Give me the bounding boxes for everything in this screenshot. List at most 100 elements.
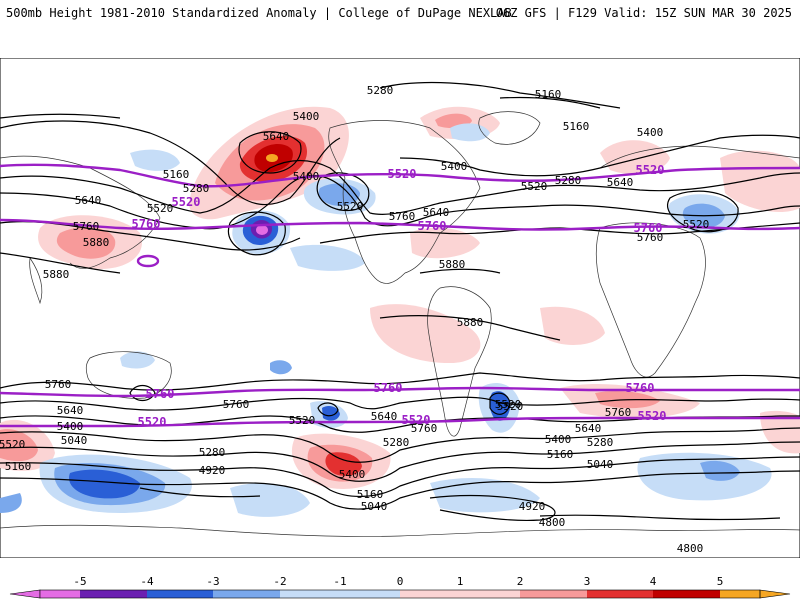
south-indian-strong: [0, 429, 38, 462]
highlight-contour-label: 5520: [388, 167, 417, 181]
contour-label: 5640: [263, 130, 290, 143]
contour-label: 5640: [607, 176, 634, 189]
contour-label: 5160: [563, 120, 590, 133]
contour-5160-south: [0, 456, 800, 497]
contour-4800-south: [539, 514, 781, 521]
colorbar-tick-label: -2: [273, 575, 286, 588]
contour-label: 5760: [637, 231, 664, 244]
colorbar-seg-p1: [400, 590, 520, 598]
contour-label: 5760: [73, 220, 100, 233]
contour-label: 5160: [357, 488, 384, 501]
contour-label: 4920: [519, 500, 546, 513]
colorbar-cap-right: [759, 589, 791, 599]
contour-label: 5520: [289, 414, 316, 427]
tropical-pacific-negative: [290, 244, 365, 271]
antarctic-strong-negative-far-east: [700, 460, 740, 481]
contour-5400-south: [0, 427, 800, 463]
colorbar-cap-left: [9, 589, 41, 599]
central-atlantic-positive: [410, 227, 480, 259]
contour-label: 5640: [575, 422, 602, 435]
contour-label: 5760: [45, 378, 72, 391]
colorbar-seg-m5: [40, 590, 80, 598]
contour-label: 5520: [0, 438, 25, 451]
gulf-alaska-strong-negative: [318, 183, 360, 206]
map-header: 500mb Height 1981-2010 Standardized Anom…: [0, 0, 800, 26]
highlight-contour-label: 5760: [132, 217, 161, 231]
south-america-coast: [427, 286, 492, 437]
contour-label: 5160: [5, 460, 32, 473]
contour-label: 5880: [43, 268, 70, 281]
highlight-5760-north: [0, 218, 800, 231]
south-pacific-small-negative: [120, 351, 155, 369]
map-title: 500mb Height 1981-2010 Standardized Anom…: [6, 6, 512, 20]
contour-label: 4800: [677, 542, 704, 555]
contour-label: 5280: [367, 84, 394, 97]
contour-5520-europe-closed: [667, 190, 739, 233]
europe-positive-anomaly: [600, 140, 670, 174]
colorbar-seg-m3: [147, 590, 213, 598]
colorbar-ticks: -5 -4 -3 -2 -1 0 1 2 3 4 5: [73, 575, 723, 588]
south-pacific-core: [325, 452, 362, 476]
contour-label-layer: 5280 516051605400540056405400540051605280…: [0, 84, 710, 555]
colorbar-seg-m1: [280, 590, 400, 598]
contour-label: 5400: [339, 468, 366, 481]
highlight-5520-south: [0, 416, 800, 428]
contour-label: 5520: [683, 218, 710, 231]
contour-5880-b: [379, 315, 561, 341]
india-coast: [29, 257, 43, 305]
highlight-5520-north: [0, 163, 800, 188]
contour-label: 4800: [539, 516, 566, 529]
contour-label: 5040: [587, 458, 614, 471]
africa-coast: [595, 222, 706, 378]
colorbar-strip: [9, 589, 791, 599]
contour-5160-north: [0, 96, 601, 119]
anomaly-map: 5280 5160 5160 5400 5400 5640 5400 5400 5160 5280…: [0, 57, 800, 559]
colorbar-tick-label: 0: [397, 575, 404, 588]
antarctica-coast: [0, 524, 800, 537]
colorbar-seg-p5: [720, 590, 760, 598]
highlight-contour-label: 5760: [634, 221, 663, 235]
contour-label: 5520: [495, 398, 522, 411]
colorbar-tick-label: -5: [73, 575, 86, 588]
contour-label: 5400: [57, 420, 84, 433]
contour-label: 5520: [147, 202, 174, 215]
colorbar-seg-p4: [653, 590, 720, 598]
colorbar-outline: [39, 589, 761, 599]
map-svg: 5280 516051605400540056405400540051605280…: [0, 57, 800, 559]
east-asia-negative: [130, 149, 180, 171]
contour-label: 5880: [83, 236, 110, 249]
contour-label: 5280: [199, 446, 226, 459]
south-pacific-small-negative-2: [270, 360, 292, 375]
contour-label: 5160: [163, 168, 190, 181]
contour-5520-a: [0, 159, 800, 215]
colorbar-tick-label: -1: [333, 575, 346, 588]
colorbar-seg-m2: [213, 590, 280, 598]
contour-5640-south: [0, 396, 800, 411]
highlighted-contours: [0, 163, 800, 428]
contour-label: 5400: [637, 126, 664, 139]
highlight-contour-label: 5760: [374, 381, 403, 395]
southern-ocean-strong-negative: [322, 406, 340, 421]
colorbar-tick-label: 2: [517, 575, 524, 588]
contour-label: 5640: [57, 404, 84, 417]
australia-coast: [85, 351, 172, 399]
contour-label: 5160: [535, 88, 562, 101]
contour-label: 5400: [545, 433, 572, 446]
contour-label: 5760: [389, 210, 416, 223]
contour-label: 5760: [223, 398, 250, 411]
contour-label: 5400: [293, 110, 320, 123]
colorbar: -5 -4 -3 -2 -1 0 1 2 3 4 5: [0, 570, 800, 600]
model-run-info: 06Z GFS | F129 Valid: 15Z SUN MAR 30 202…: [495, 6, 792, 20]
colorbar-seg-m4: [80, 590, 147, 598]
antarctic-negative-far-east: [637, 452, 772, 501]
contour-label: 5520: [497, 400, 524, 413]
highlight-5760-south: [0, 386, 800, 398]
contour-label: 5400: [293, 170, 320, 183]
contour-label: 5520: [521, 180, 548, 193]
contour-5040-south: [0, 470, 800, 510]
north-america-coast: [328, 120, 481, 284]
contour-label: 5640: [371, 410, 398, 423]
highlight-contour-label: 5520: [636, 163, 665, 177]
colorbar-tick-label: 5: [717, 575, 724, 588]
